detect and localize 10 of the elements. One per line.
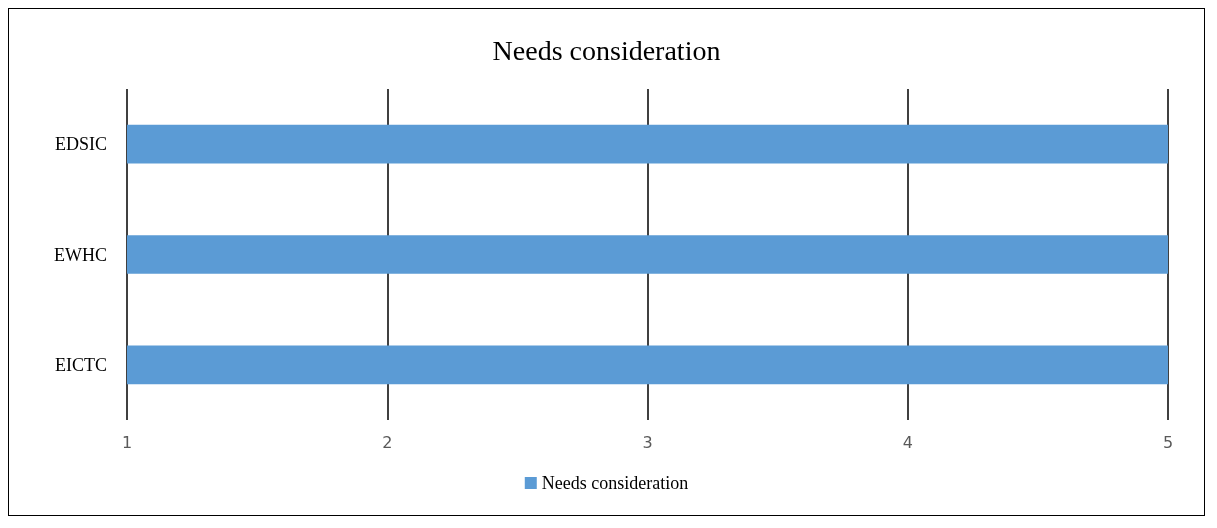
y-tick-label: EDSIC	[54, 134, 107, 155]
legend-label: Needs consideration	[541, 473, 689, 493]
x-tick-label: 4	[902, 432, 913, 452]
y-tick-label: EICTC	[55, 354, 107, 375]
y-tick-label: EWHC	[54, 244, 107, 265]
x-tick-label: 2	[382, 432, 393, 452]
chart-title: Needs consideration	[492, 34, 721, 66]
x-tick-label: 3	[642, 432, 653, 452]
x-tick-label: 1	[121, 432, 133, 452]
x-tick-label: 5	[1162, 432, 1174, 452]
